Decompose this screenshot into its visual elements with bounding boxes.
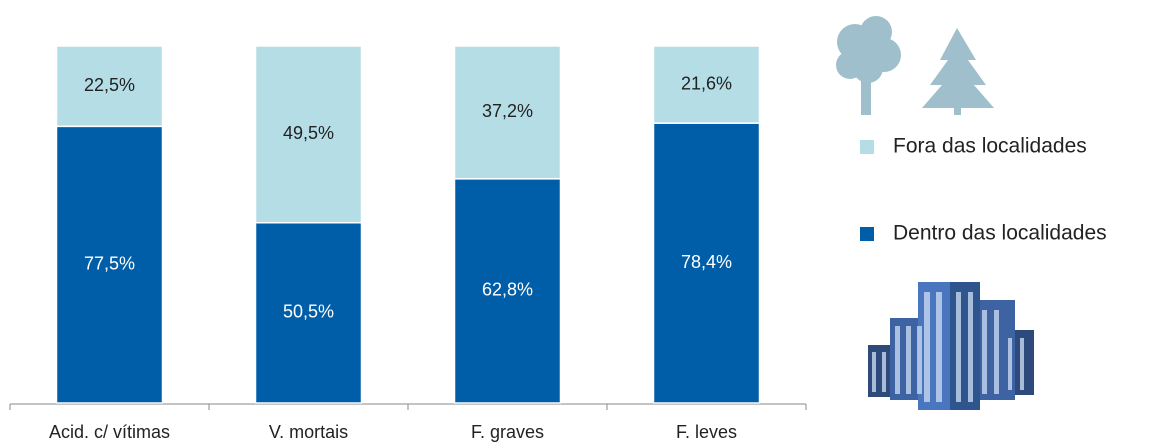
data-label: 37,2% — [482, 101, 533, 121]
data-label: 22,5% — [84, 75, 135, 95]
data-label: 50,5% — [283, 302, 334, 322]
data-label: 21,6% — [681, 73, 732, 93]
buildings-icon — [868, 282, 1034, 410]
data-label: 49,5% — [283, 123, 334, 143]
bar-segment — [254, 45, 363, 224]
legend-swatch — [860, 140, 874, 154]
legend-swatch — [860, 227, 874, 241]
x-tick-label: F. leves — [676, 422, 737, 442]
bar-segment — [453, 45, 562, 180]
trees-icon — [836, 16, 994, 115]
data-label: 78,4% — [681, 252, 732, 272]
bar-segment — [453, 178, 562, 404]
x-tick-label: V. mortais — [269, 422, 348, 442]
data-label: 77,5% — [84, 253, 135, 273]
bar-segment — [254, 221, 363, 404]
bar-segment — [652, 122, 761, 404]
x-tick-label: F. graves — [471, 422, 544, 442]
data-label: 62,8% — [482, 280, 533, 300]
x-tick-label: Acid. c/ vítimas — [49, 422, 170, 442]
legend-label: Dentro das localidades — [893, 222, 1107, 245]
bar-segment — [652, 45, 761, 124]
legend-label: Fora das localidades — [893, 135, 1087, 158]
bar-segment — [55, 125, 164, 404]
bar-segment — [55, 45, 164, 128]
